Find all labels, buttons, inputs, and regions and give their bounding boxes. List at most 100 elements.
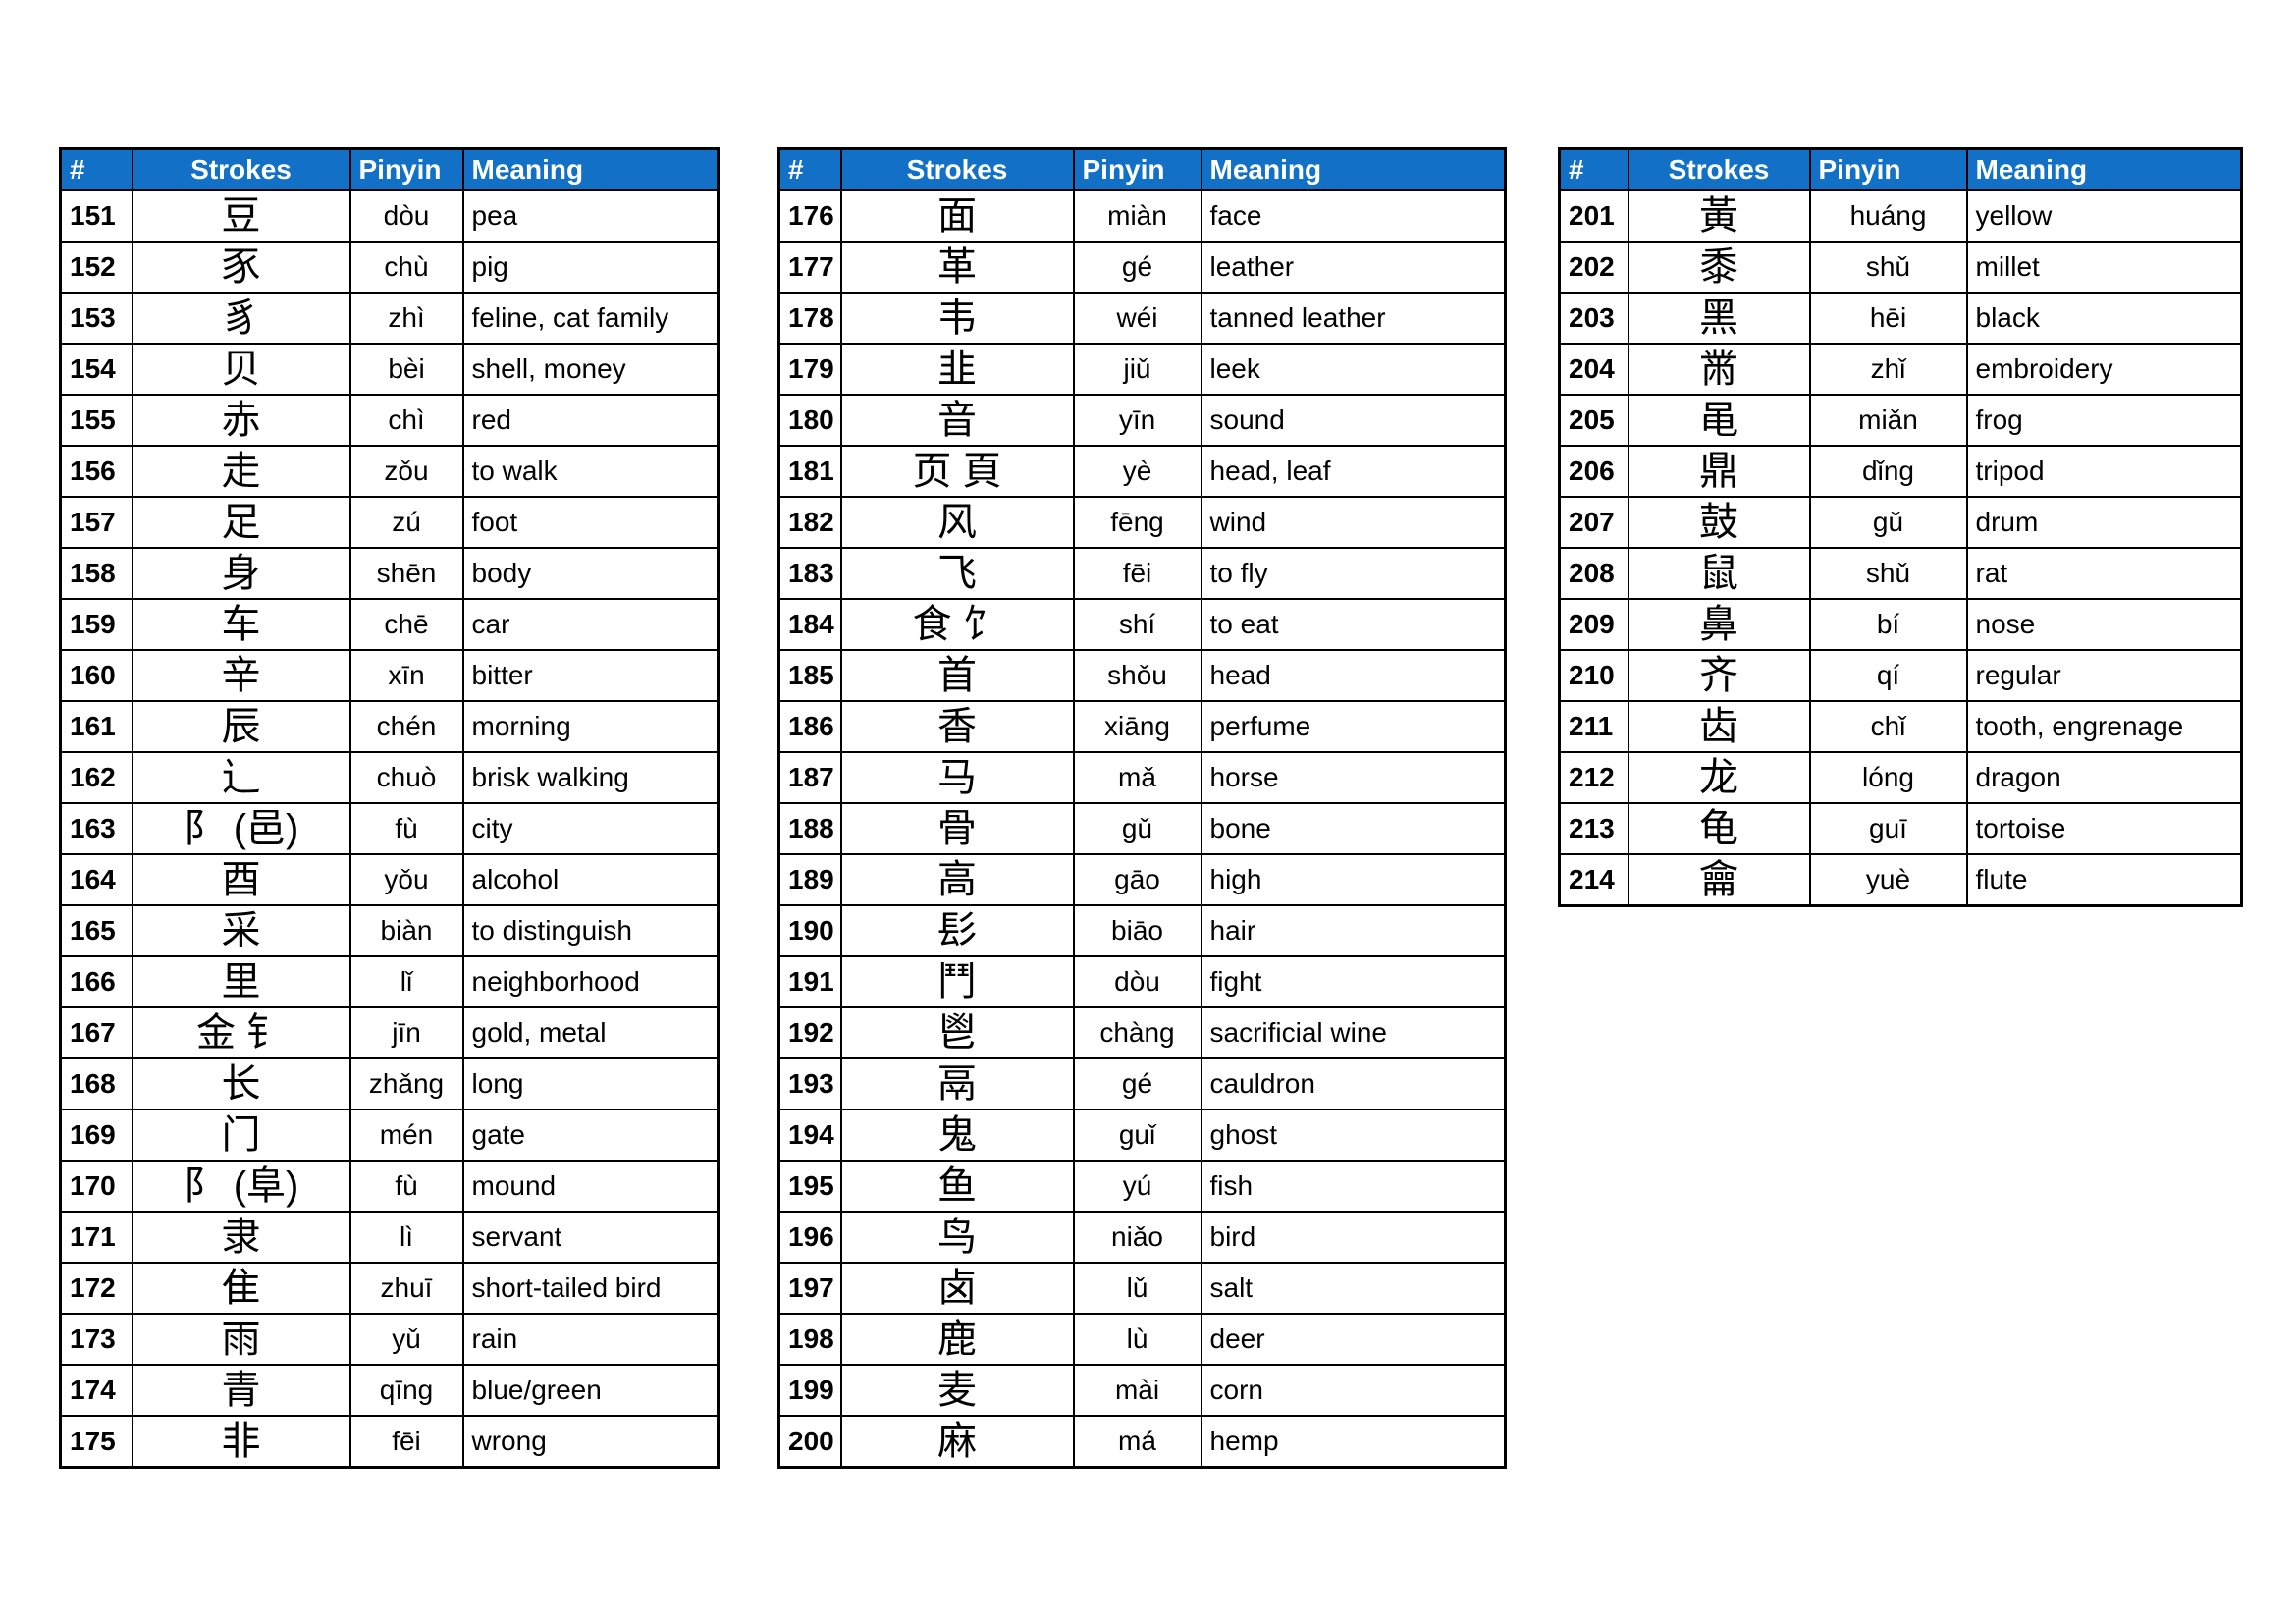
cell-meaning: face (1200, 189, 1507, 243)
cell-num: 172 (59, 1262, 133, 1315)
table-row: 166 里 lǐ neighborhood (59, 955, 720, 1008)
cell-meaning: fish (1200, 1160, 1507, 1213)
cell-pinyin: jiǔ (1072, 343, 1202, 396)
cell-meaning: red (461, 394, 720, 447)
cell-strokes: 齐 (1627, 649, 1811, 702)
cell-strokes: 豸 (131, 292, 351, 345)
column-header-pinyin: Pinyin (1808, 147, 1968, 191)
cell-num: 189 (777, 853, 842, 906)
cell-num: 213 (1558, 802, 1629, 855)
table-row: 169 门 mén gate (59, 1109, 720, 1162)
table-row: 162 辶 chuò brisk walking (59, 751, 720, 804)
table-body: 201 黃 huáng yellow 202 黍 shǔ millet 203 黑 hēi black… (1558, 189, 2243, 907)
table-row: 206 鼎 dǐng tripod (1558, 445, 2243, 498)
cell-num: 199 (777, 1364, 842, 1417)
cell-num: 209 (1558, 598, 1629, 651)
table-row: 204 黹 zhǐ embroidery (1558, 343, 2243, 396)
cell-meaning: head, leaf (1200, 445, 1507, 498)
table-row: 184 食 饣 shí to eat (777, 598, 1507, 651)
cell-strokes: 韦 (839, 292, 1075, 345)
cell-pinyin: fēi (348, 1415, 464, 1469)
table-body: 176 面 miàn face 177 革 gé leather 178 韦 wéi tanned l… (777, 189, 1507, 1469)
cell-meaning: fight (1200, 955, 1507, 1008)
cell-pinyin: má (1072, 1415, 1202, 1469)
table-row: 175 非 fēi wrong (59, 1415, 720, 1469)
table-row: 160 辛 xīn bitter (59, 649, 720, 702)
cell-meaning: millet (1965, 241, 2243, 294)
cell-meaning: wrong (461, 1415, 720, 1469)
table-row: 197 卤 lǔ salt (777, 1262, 1507, 1315)
cell-num: 161 (59, 700, 133, 753)
radicals-table: # Strokes Pinyin Meaning 151 豆 dòu pea 152 豕 chù p… (59, 147, 720, 1469)
cell-num: 164 (59, 853, 133, 906)
cell-num: 207 (1558, 496, 1629, 549)
cell-meaning: rain (461, 1313, 720, 1366)
cell-num: 171 (59, 1211, 133, 1264)
cell-pinyin: huáng (1808, 189, 1968, 243)
table-row: 179 韭 jiǔ leek (777, 343, 1507, 396)
column-header-meaning: Meaning (461, 147, 720, 191)
table-row: 163 阝 (邑) fù city (59, 802, 720, 855)
cell-num: 205 (1558, 394, 1629, 447)
header-row: # Strokes Pinyin Meaning (59, 147, 720, 191)
cell-meaning: pea (461, 189, 720, 243)
cell-pinyin: yǔ (348, 1313, 464, 1366)
cell-pinyin: fù (348, 802, 464, 855)
table-row: 180 音 yīn sound (777, 394, 1507, 447)
cell-meaning: rat (1965, 547, 2243, 600)
table-row: 191 鬥 dòu fight (777, 955, 1507, 1008)
cell-strokes: 车 (131, 598, 351, 651)
cell-num: 181 (777, 445, 842, 498)
cell-pinyin: shǔ (1808, 547, 1968, 600)
table-row: 152 豕 chù pig (59, 241, 720, 294)
cell-pinyin: bèi (348, 343, 464, 396)
cell-strokes: 辛 (131, 649, 351, 702)
cell-num: 158 (59, 547, 133, 600)
cell-num: 157 (59, 496, 133, 549)
cell-num: 166 (59, 955, 133, 1008)
radical-table-151-175: # Strokes Pinyin Meaning 151 豆 dòu pea 152 豕 chù p… (59, 147, 720, 1469)
cell-pinyin: yuè (1808, 853, 1968, 907)
table-row: 177 革 gé leather (777, 241, 1507, 294)
cell-pinyin: mǎ (1072, 751, 1202, 804)
cell-meaning: hair (1200, 904, 1507, 957)
cell-num: 211 (1558, 700, 1629, 753)
table-row: 190 髟 biāo hair (777, 904, 1507, 957)
table-row: 186 香 xiāng perfume (777, 700, 1507, 753)
cell-strokes: 面 (839, 189, 1075, 243)
cell-num: 176 (777, 189, 842, 243)
table-row: 154 贝 bèi shell, money (59, 343, 720, 396)
cell-pinyin: mài (1072, 1364, 1202, 1417)
table-row: 195 鱼 yú fish (777, 1160, 1507, 1213)
table-row: 211 齿 chǐ tooth, engrenage (1558, 700, 2243, 753)
cell-num: 185 (777, 649, 842, 702)
cell-pinyin: xīn (348, 649, 464, 702)
cell-meaning: dragon (1965, 751, 2243, 804)
cell-strokes: 阝 (邑) (131, 802, 351, 855)
radical-table-201-214: # Strokes Pinyin Meaning 201 黃 huáng yellow 202… (1558, 147, 2243, 907)
table-row: 188 骨 gǔ bone (777, 802, 1507, 855)
cell-pinyin: biàn (348, 904, 464, 957)
cell-strokes: 豕 (131, 241, 351, 294)
cell-meaning: gold, metal (461, 1006, 720, 1059)
cell-pinyin: guī (1808, 802, 1968, 855)
cell-strokes: 雨 (131, 1313, 351, 1366)
table-row: 165 采 biàn to distinguish (59, 904, 720, 957)
cell-num: 210 (1558, 649, 1629, 702)
cell-strokes: 辰 (131, 700, 351, 753)
cell-meaning: pig (461, 241, 720, 294)
cell-pinyin: yīn (1072, 394, 1202, 447)
table-row: 157 足 zú foot (59, 496, 720, 549)
cell-strokes: 长 (131, 1057, 351, 1110)
cell-num: 188 (777, 802, 842, 855)
cell-pinyin: yè (1072, 445, 1202, 498)
cell-strokes: 麦 (839, 1364, 1075, 1417)
cell-meaning: shell, money (461, 343, 720, 396)
cell-strokes: 齿 (1627, 700, 1811, 753)
cell-pinyin: dǐng (1808, 445, 1968, 498)
cell-strokes: 麻 (839, 1415, 1075, 1469)
cell-strokes: 鱼 (839, 1160, 1075, 1213)
cell-strokes: 豆 (131, 189, 351, 243)
table-row: 209 鼻 bí nose (1558, 598, 2243, 651)
cell-meaning: city (461, 802, 720, 855)
